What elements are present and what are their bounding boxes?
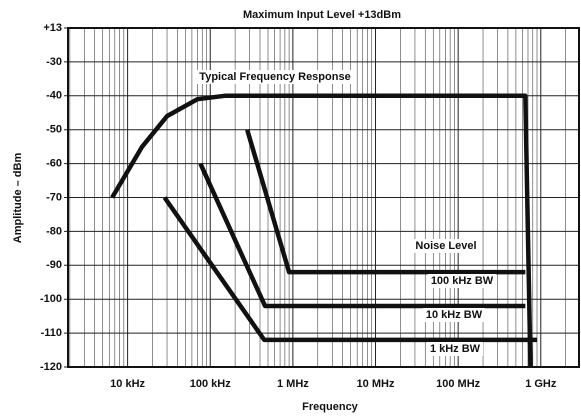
series-line [245,129,526,275]
x-tick-label: 100 MHz [436,378,481,390]
plot-frame [67,27,580,368]
y-tick-label: -30 [46,56,62,68]
x-tick-label: 1 MHz [277,378,309,390]
label-bg [196,70,354,84]
x-tick-label: 10 MHz [357,378,395,390]
series-label: 100 kHz BW [431,275,494,287]
series-line [110,93,533,368]
x-tick-label: 10 kHz [110,378,145,390]
y-tick-label: -80 [46,225,62,237]
x-tick-label: 1 GHz [525,378,557,390]
y-tick-label: +13 [43,22,62,34]
series-label: 1 kHz BW [430,343,481,355]
x-tick-label: 100 kHz [190,378,231,390]
y-tick-label: -50 [46,124,62,136]
y-tick-label: -100 [40,293,62,305]
label-bg [412,239,480,253]
label-bg [427,274,497,288]
series-label: Typical Frequency Response [199,71,350,83]
y-tick-label: -70 [46,191,62,203]
x-axis-label: Frequency [302,401,359,413]
series-line [162,196,538,343]
annotation: Noise Level [415,240,476,252]
y-axis-label: Amplitude – dBm [12,153,24,244]
y-tick-label: -110 [41,327,62,339]
y-tick-label: -40 [46,90,62,102]
y-tick-label: -60 [46,158,62,170]
y-tick-label: -120 [40,361,62,373]
chart-title: Maximum Input Level +13dBm [243,9,401,21]
y-tick-label: -90 [46,259,62,271]
series-line [198,162,526,309]
label-bg [426,342,484,356]
series-label: 10 kHz BW [426,309,483,321]
label-bg [422,308,486,322]
